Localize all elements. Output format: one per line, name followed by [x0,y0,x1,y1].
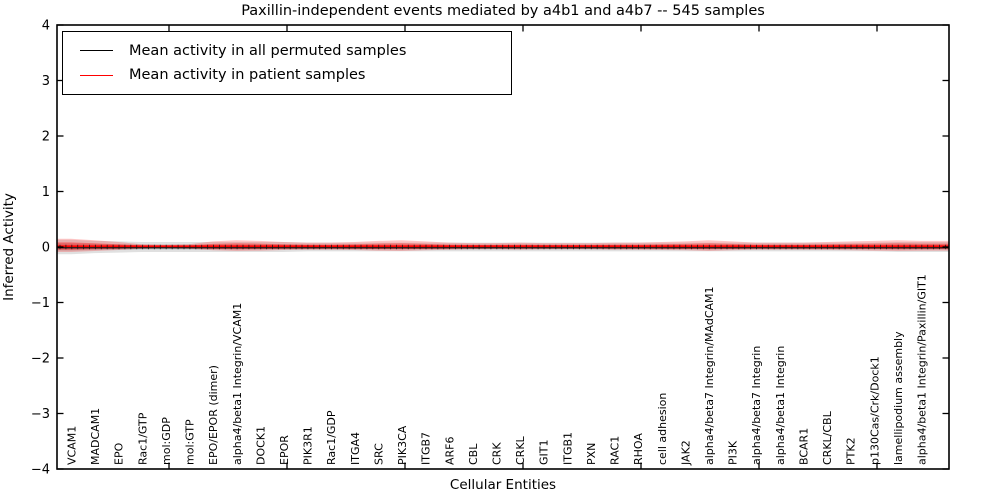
x-tick-label: ITGB7 [420,432,433,465]
x-tick-label: PI3K [727,440,740,465]
x-tick-label: GIT1 [538,440,551,466]
x-tick-label: Rac1/GDP [325,410,338,465]
y-tick-label: −2 [31,352,50,367]
permuted-line-swatch [80,50,113,52]
x-tick-label: alpha4/beta1 Integrin/Paxillin/GIT1 [916,274,929,465]
patient-line-swatch [80,74,113,76]
x-tick-label: RAC1 [609,436,622,465]
x-tick-label: DOCK1 [254,426,267,465]
x-tick-label: CRKL/CBL [821,410,834,465]
x-tick-label: BCAR1 [797,428,810,465]
x-tick-label: CBL [467,443,480,465]
x-tick-label: CRK [491,442,504,465]
x-tick-label: VCAM1 [66,426,79,465]
x-tick-label: cell adhesion [656,393,669,465]
y-tick-label: 2 [42,130,50,145]
x-tick-label: RHOA [632,433,645,465]
x-axis-ticks [168,25,878,469]
x-tick-label: PIK3R1 [302,426,315,465]
x-category-labels: VCAM1 MADCAM1 EPO Rac1/GTP mol:GDP mol:GTP EPO… [66,274,929,466]
y-tick-label: −4 [31,463,50,478]
x-tick-label: CRKL [514,435,527,465]
x-tick-label: MADCAM1 [89,408,102,465]
x-tick-label: SRC [372,443,385,465]
y-axis-ticks [57,24,949,470]
legend-label-permuted: Mean activity in all permuted samples [129,42,407,59]
chart-title: Paxillin-independent events mediated by … [241,3,765,19]
x-tick-label: lamellipodium assembly [892,331,905,465]
x-tick-label: PTK2 [845,437,858,465]
y-tick-label: 4 [42,19,50,34]
x-tick-label: PXN [585,443,598,465]
y-tick-label: −1 [31,296,50,311]
x-tick-label: JAK2 [679,440,692,466]
x-tick-label: PIK3CA [396,425,409,465]
y-axis-label: Inferred Activity [1,193,17,301]
x-tick-label: EPO [113,442,126,465]
x-tick-label: alpha4/beta1 Integrin [774,346,787,465]
x-tick-label: alpha4/beta1 Integrin/VCAM1 [231,303,244,465]
y-tick-label: 3 [42,74,50,89]
x-tick-label: p130Cas/Crk/Dock1 [868,356,881,465]
x-tick-label: mol:GTP [184,419,197,465]
legend-label-patient: Mean activity in patient samples [129,67,366,84]
legend-box: Mean activity in all permuted samples Me… [62,31,512,95]
y-tick-labels: −4 −3 −2 −1 0 1 2 3 4 [31,19,50,478]
y-tick-label: 1 [42,185,50,200]
x-tick-label: Rac1/GTP [136,412,149,465]
x-tick-label: alpha4/beta7 Integrin [750,346,763,465]
legend-entry-patient: Mean activity in patient samples [63,67,511,83]
x-tick-label: alpha4/beta7 Integrin/MAdCAM1 [703,286,716,465]
x-tick-label: mol:GDP [160,417,173,465]
x-tick-label: EPO/EPOR (dimer) [207,365,220,465]
x-tick-label: ITGA4 [349,432,362,465]
x-tick-label: EPOR [278,435,291,465]
x-axis-label: Cellular Entities [449,477,557,493]
legend-entry-permuted: Mean activity in all permuted samples [63,43,511,59]
y-tick-label: 0 [42,241,50,256]
y-tick-label: −3 [31,407,50,422]
x-tick-label: ARF6 [443,437,456,466]
x-tick-label: ITGB1 [561,432,574,465]
